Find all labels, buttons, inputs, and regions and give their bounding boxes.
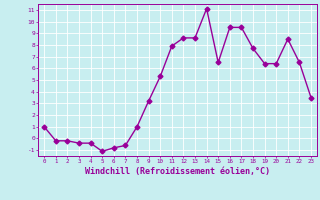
X-axis label: Windchill (Refroidissement éolien,°C): Windchill (Refroidissement éolien,°C)	[85, 167, 270, 176]
